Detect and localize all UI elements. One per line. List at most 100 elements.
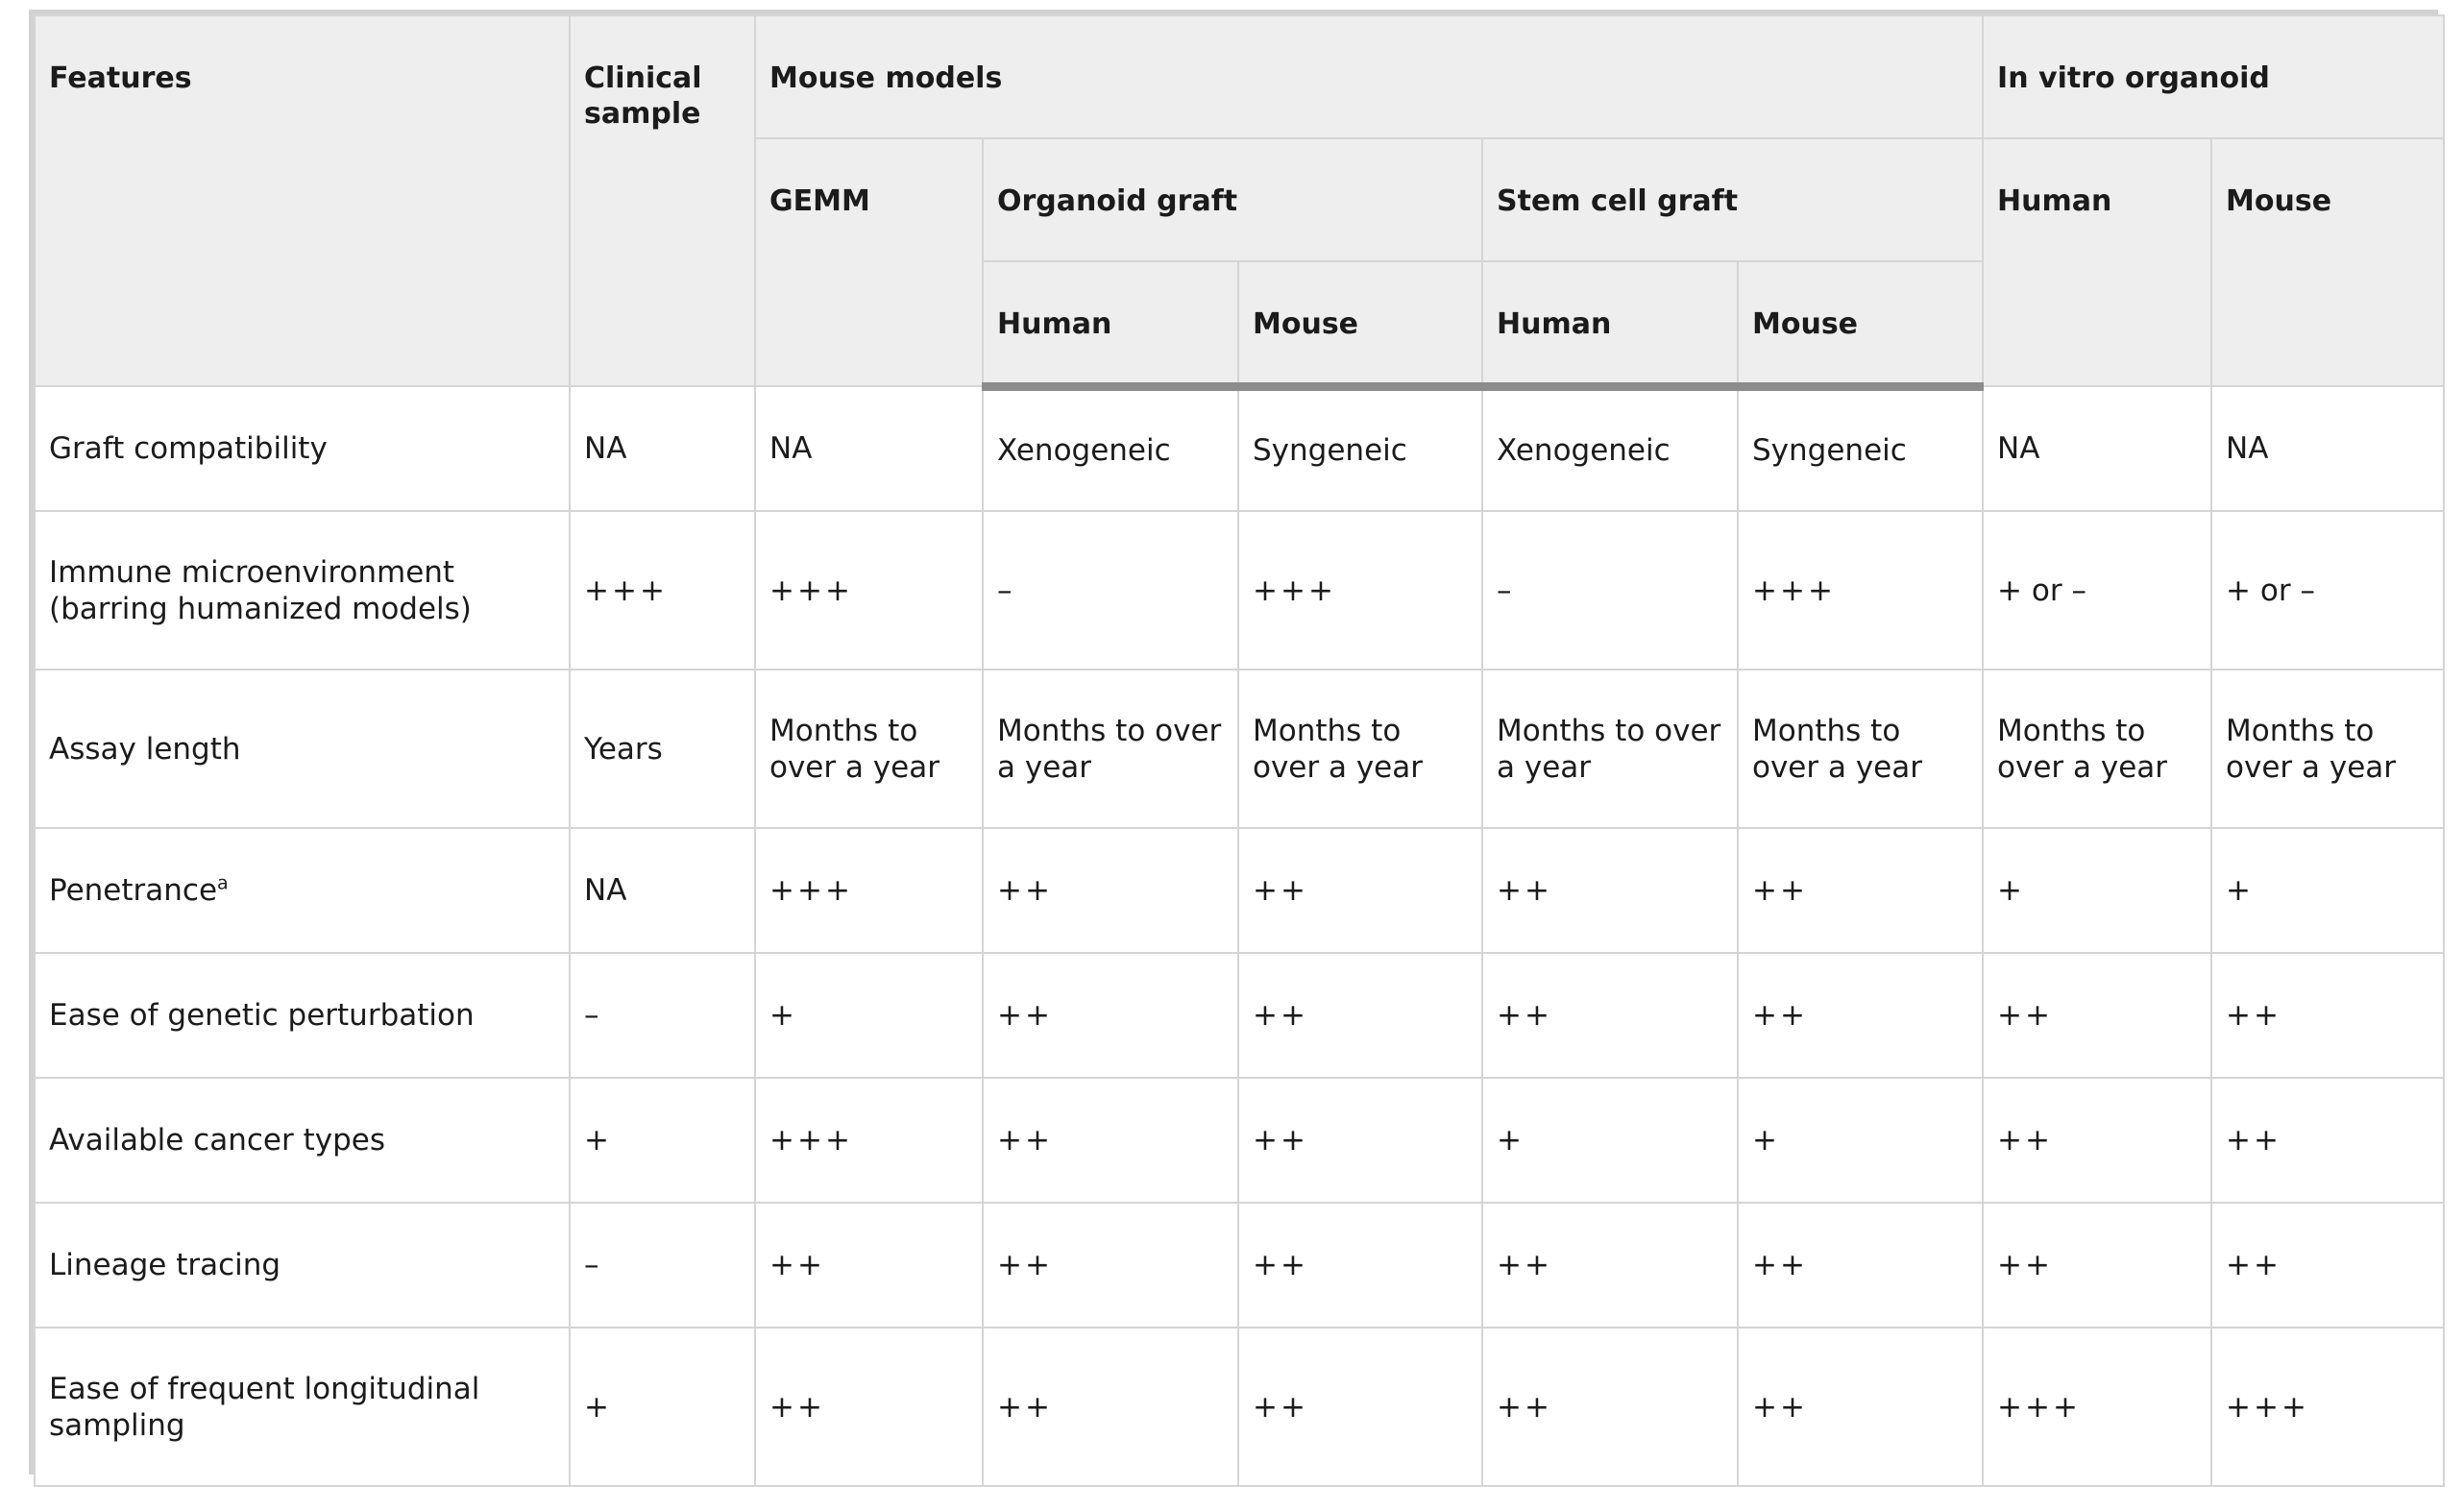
table-body: Graft compatibility NA NA Xenogeneic Syngene… bbox=[34, 385, 2446, 1487]
data-cell: ++ bbox=[1481, 952, 1739, 1079]
data-cell: NA bbox=[1982, 385, 2213, 512]
data-cell: ++ bbox=[1237, 1077, 1483, 1204]
row-feature-cell: Available cancer types bbox=[34, 1077, 571, 1204]
data-cell: ++ bbox=[1237, 1327, 1483, 1487]
data-cell: ++ bbox=[754, 1327, 984, 1487]
row-feature-label: Graft compatibility bbox=[49, 431, 328, 466]
header-stem-cell-graft-human: Human bbox=[1481, 260, 1739, 391]
data-cell: Months to over a year bbox=[2210, 669, 2446, 829]
data-cell: NA bbox=[2210, 385, 2446, 512]
data-cell: + or – bbox=[1982, 510, 2213, 670]
data-cell: +++ bbox=[754, 510, 984, 670]
table-row: Graft compatibility NA NA Xenogeneic Syngene… bbox=[34, 385, 2446, 512]
comparison-table-container: Features Clinical sample Mouse models In… bbox=[29, 10, 2446, 1487]
data-cell: ++ bbox=[1736, 952, 1985, 1079]
data-cell: ++ bbox=[1481, 1327, 1739, 1487]
table-row: Available cancer types + +++ ++ ++ + + ++ ++ bbox=[34, 1077, 2446, 1204]
row-feature-cell: Ease of frequent longitudinal sampling bbox=[34, 1327, 571, 1487]
data-cell: Xenogeneic bbox=[982, 385, 1239, 512]
table-row: Lineage tracing – ++ ++ ++ ++ ++ ++ ++ bbox=[34, 1202, 2446, 1329]
data-cell: – bbox=[569, 952, 756, 1079]
data-cell: Months to over a year bbox=[1736, 669, 1985, 829]
data-cell: NA bbox=[754, 385, 984, 512]
header-row-1: Features Clinical sample Mouse models In… bbox=[34, 14, 2446, 387]
data-cell: ++ bbox=[1237, 1202, 1483, 1329]
data-cell: + bbox=[1736, 1077, 1985, 1204]
data-cell: ++ bbox=[1481, 1202, 1739, 1329]
footnote-marker: a bbox=[217, 872, 229, 894]
table-row: Ease of frequent longitudinal sampling + +… bbox=[34, 1327, 2446, 1487]
header-in-vitro-mouse: Mouse bbox=[2210, 137, 2446, 387]
data-cell: + bbox=[569, 1077, 756, 1204]
row-feature-cell: Lineage tracing bbox=[34, 1202, 571, 1329]
row-feature-label: Ease of genetic perturbation bbox=[49, 998, 475, 1033]
row-feature-label: Available cancer types bbox=[49, 1123, 385, 1158]
data-cell: +++ bbox=[1237, 510, 1483, 670]
data-cell: +++ bbox=[1982, 1327, 2213, 1487]
data-cell: Xenogeneic bbox=[1481, 385, 1739, 512]
data-cell: Months to over a year bbox=[754, 669, 984, 829]
data-cell: ++ bbox=[982, 952, 1239, 1079]
row-feature-cell: Penetrancea bbox=[34, 827, 571, 954]
data-cell: + bbox=[569, 1327, 756, 1487]
header-row-2: GEMM Organoid graft Stem cell graft Huma… bbox=[35, 137, 2446, 387]
data-cell: ++ bbox=[982, 1327, 1239, 1487]
data-cell: + bbox=[2210, 827, 2446, 954]
table-row: Assay length Years Months to over a year Mo… bbox=[34, 669, 2446, 829]
data-cell: +++ bbox=[569, 510, 756, 670]
header-in-vitro-organoid: In vitro organoid bbox=[1982, 14, 2446, 139]
data-cell: – bbox=[982, 510, 1239, 670]
data-cell: – bbox=[569, 1202, 756, 1329]
row-feature-label: Lineage tracing bbox=[49, 1248, 281, 1282]
header-organoid-graft-human: Human bbox=[982, 260, 1239, 391]
data-cell: ++ bbox=[1237, 827, 1483, 954]
row-feature-label: Ease of frequent longitudinal sampling bbox=[49, 1371, 480, 1443]
data-cell: Months to over a year bbox=[1982, 669, 2213, 829]
row-feature-cell: Graft compatibility bbox=[34, 385, 571, 512]
data-cell: Months to over a year bbox=[982, 669, 1239, 829]
data-cell: ++ bbox=[982, 1077, 1239, 1204]
row-feature-label: Penetrance bbox=[49, 873, 218, 908]
row-feature-cell: Immune microenvironment (barring humaniz… bbox=[34, 510, 571, 670]
table-row: Ease of genetic perturbation – + ++ ++ ++ ++ ++… bbox=[34, 952, 2446, 1079]
table-header: Features Clinical sample Mouse models In… bbox=[34, 14, 2446, 391]
data-cell: + bbox=[754, 952, 984, 1079]
table-row: Immune microenvironment (barring humaniz… bbox=[34, 510, 2446, 670]
data-cell: Months to over a year bbox=[1481, 669, 1739, 829]
data-cell: Years bbox=[569, 669, 756, 829]
data-cell: ++ bbox=[1481, 827, 1739, 954]
data-cell: ++ bbox=[1736, 1202, 1985, 1329]
data-cell: ++ bbox=[1982, 952, 2213, 1079]
header-row-3: Human Mouse Human Mouse bbox=[35, 260, 2444, 391]
data-cell: ++ bbox=[1982, 1202, 2213, 1329]
row-feature-cell: Assay length bbox=[34, 669, 571, 829]
header-stem-cell-graft-mouse: Mouse bbox=[1736, 260, 1985, 391]
header-in-vitro-human: Human bbox=[1982, 137, 2213, 387]
row-feature-cell: Ease of genetic perturbation bbox=[34, 952, 571, 1079]
data-cell: – bbox=[1481, 510, 1739, 670]
header-organoid-graft-mouse: Mouse bbox=[1237, 260, 1483, 391]
data-cell: ++ bbox=[2210, 1077, 2446, 1204]
data-cell: ++ bbox=[1982, 1077, 2213, 1204]
data-cell: Syngeneic bbox=[1736, 385, 1985, 512]
row-feature-label: Assay length bbox=[49, 731, 241, 767]
data-cell: ++ bbox=[754, 1202, 984, 1329]
data-cell: + bbox=[1481, 1077, 1739, 1204]
data-cell: +++ bbox=[2210, 1327, 2446, 1487]
data-cell: +++ bbox=[754, 1077, 984, 1204]
data-cell: Months to over a year bbox=[1237, 669, 1483, 829]
data-cell: ++ bbox=[1736, 827, 1985, 954]
header-organoid-graft: Organoid graft bbox=[982, 137, 1483, 262]
header-features: Features bbox=[34, 14, 571, 387]
data-cell: +++ bbox=[754, 827, 984, 954]
data-cell: NA bbox=[569, 827, 756, 954]
data-cell: + or – bbox=[2210, 510, 2446, 670]
header-gemm: GEMM bbox=[754, 137, 984, 387]
data-cell: +++ bbox=[1736, 510, 1985, 670]
data-cell: NA bbox=[569, 385, 756, 512]
header-stem-cell-graft: Stem cell graft bbox=[1480, 137, 1985, 262]
data-cell: ++ bbox=[982, 827, 1239, 954]
data-cell: ++ bbox=[2210, 1202, 2446, 1329]
data-cell: + bbox=[1982, 827, 2213, 954]
model-comparison-table: Features Clinical sample Mouse models In… bbox=[34, 14, 2446, 1487]
